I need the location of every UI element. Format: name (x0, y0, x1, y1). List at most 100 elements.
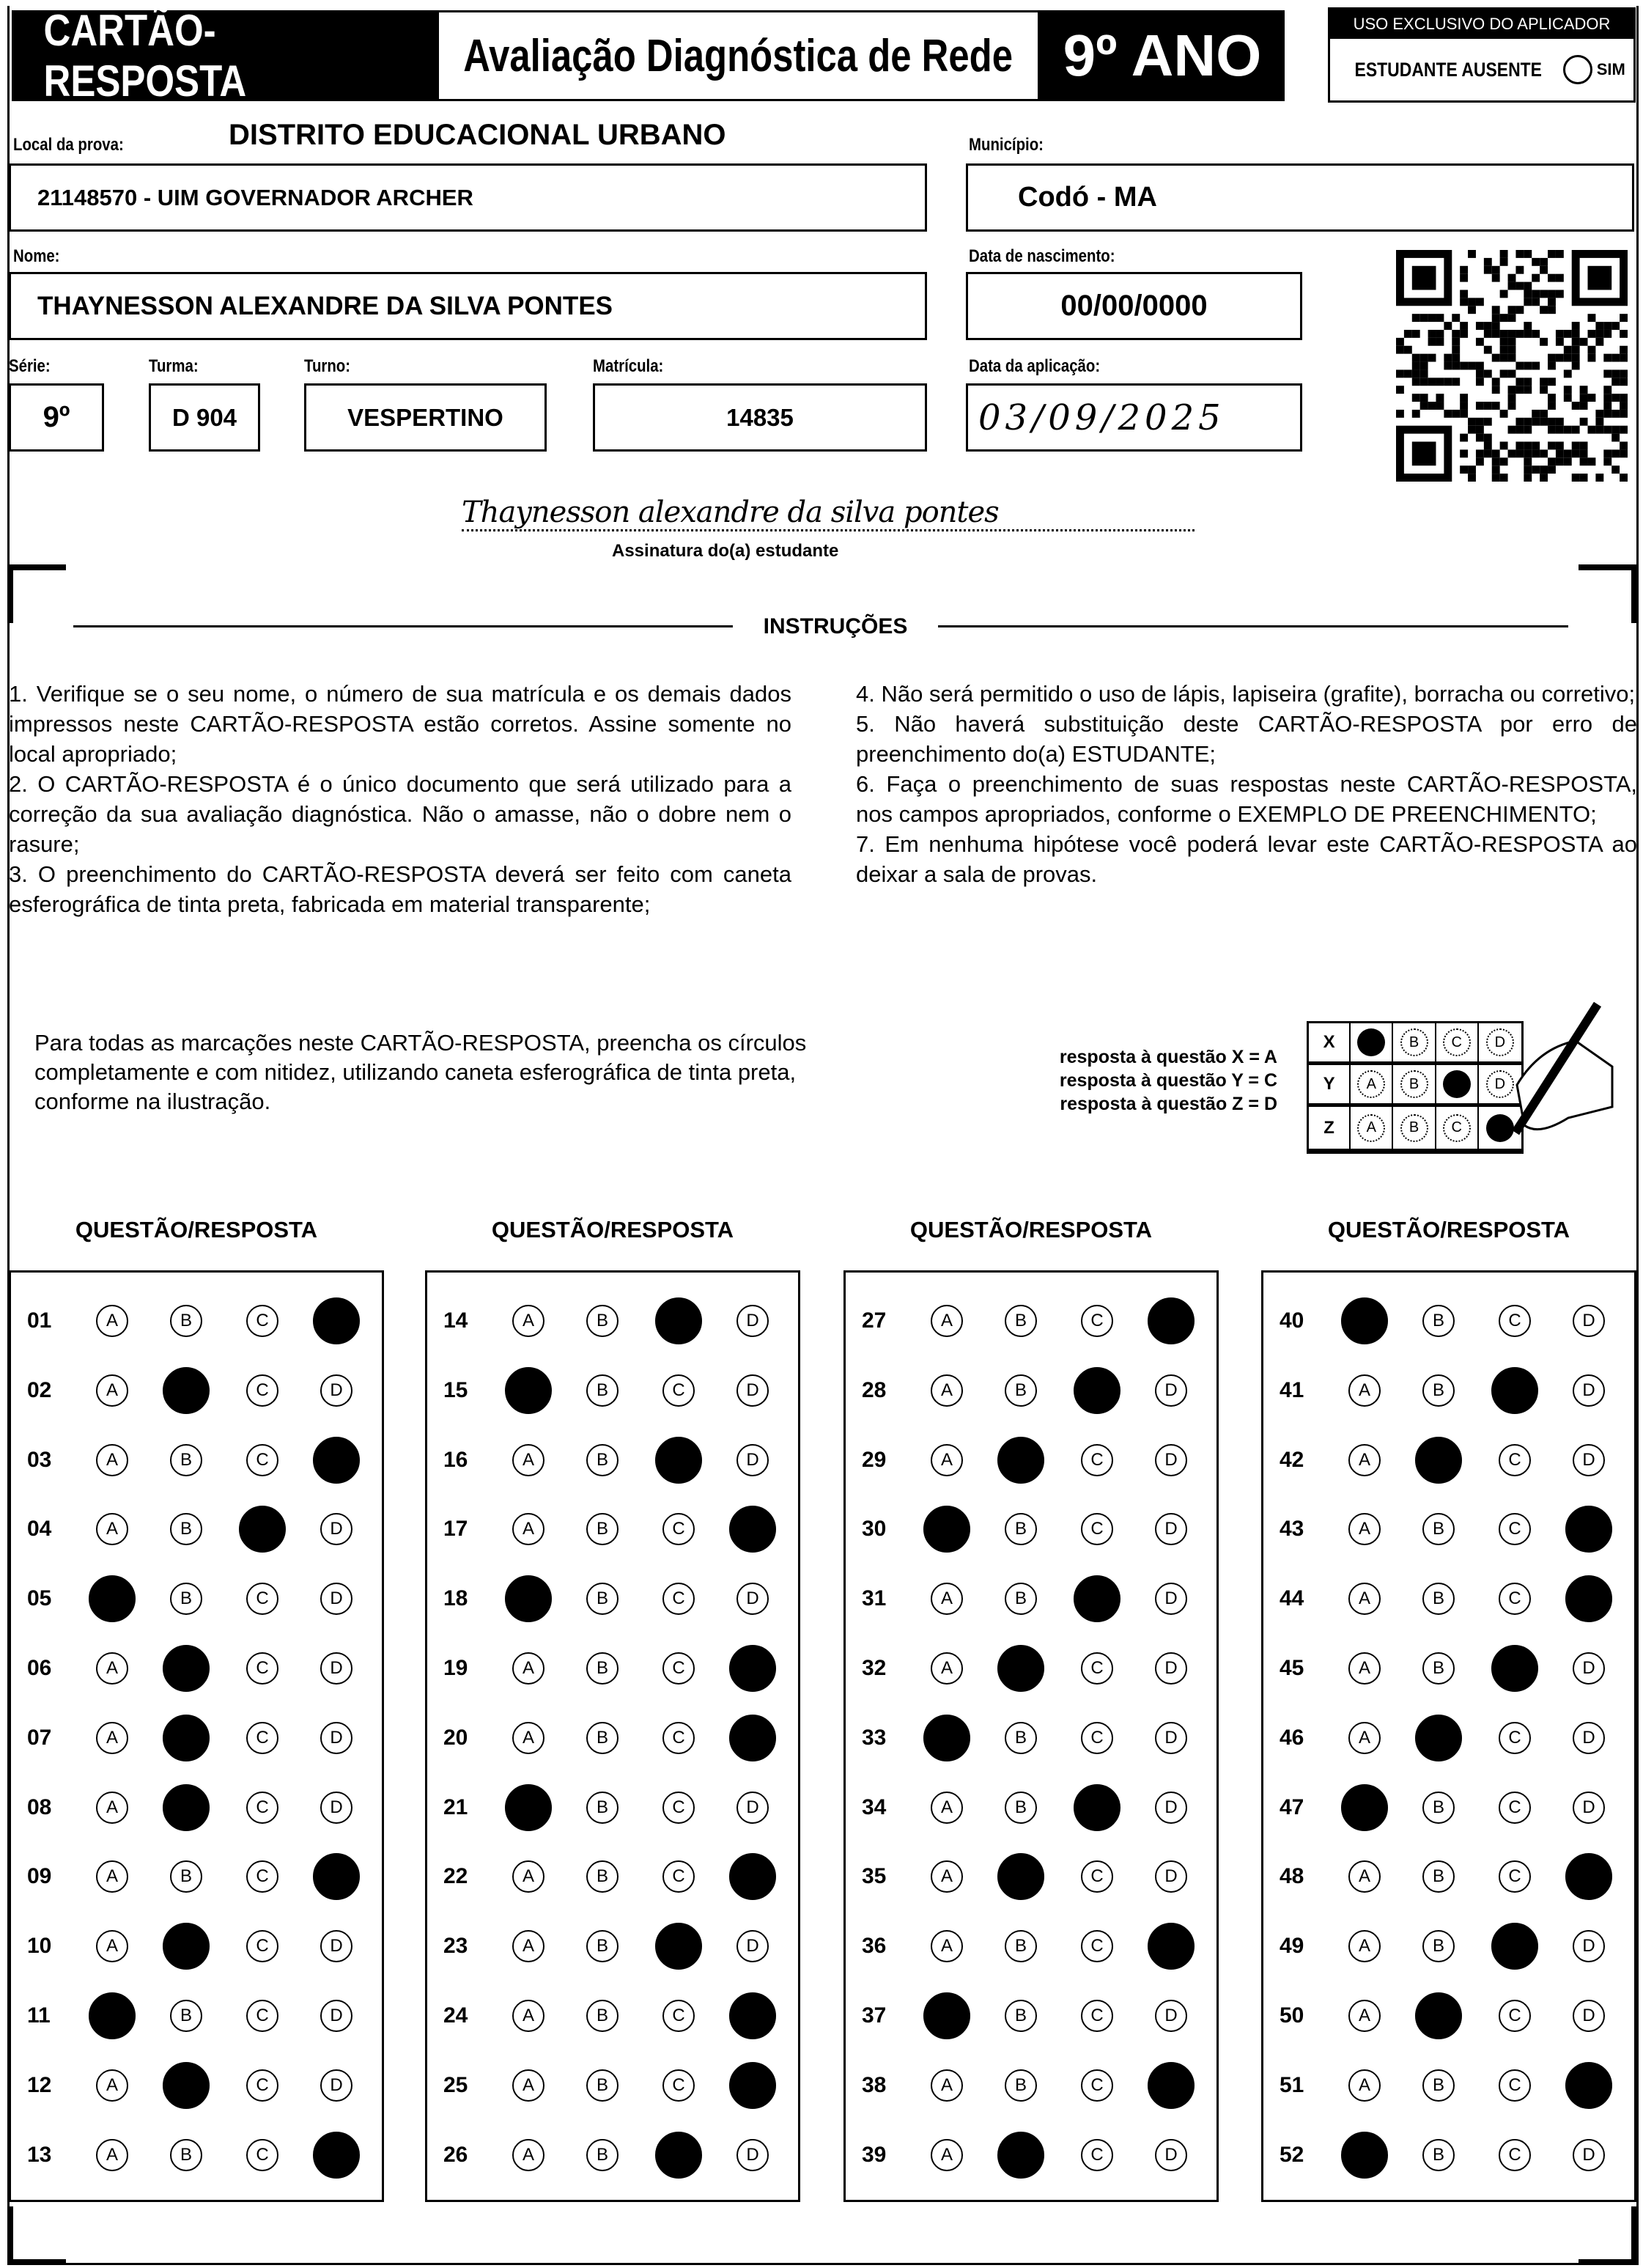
answer-bubble-d[interactable]: D (736, 1443, 769, 1476)
answer-bubble-filled[interactable]: D (729, 1714, 776, 1761)
answer-bubble-c[interactable]: C (1081, 1652, 1113, 1685)
answer-bubble-c[interactable]: C (662, 1721, 695, 1754)
answer-bubble-d[interactable]: D (1573, 1791, 1605, 1824)
answer-bubble-b[interactable]: B (586, 2138, 619, 2171)
answer-bubble-c[interactable]: C (1499, 1583, 1531, 1616)
answer-bubble-filled[interactable]: A (1341, 1297, 1388, 1344)
answer-bubble-c[interactable]: C (1081, 2069, 1113, 2102)
answer-bubble-d[interactable]: D (1155, 1791, 1187, 1824)
answer-bubble-a[interactable]: A (931, 1930, 963, 1963)
answer-bubble-b[interactable]: B (170, 1305, 202, 1337)
answer-bubble-d[interactable]: D (736, 1791, 769, 1824)
answer-bubble-b[interactable]: B (1422, 2069, 1455, 2102)
answer-bubble-b[interactable]: B (586, 1305, 619, 1337)
answer-bubble-c[interactable]: C (1499, 2069, 1531, 2102)
answer-bubble-b[interactable]: B (586, 1930, 619, 1963)
answer-bubble-d[interactable]: D (320, 1791, 352, 1824)
answer-bubble-c[interactable]: C (1081, 1721, 1113, 1754)
answer-bubble-d[interactable]: D (736, 2138, 769, 2171)
answer-bubble-b[interactable]: B (1422, 1930, 1455, 1963)
answer-bubble-b[interactable]: B (1005, 1721, 1037, 1754)
answer-bubble-filled[interactable]: A (923, 1714, 970, 1761)
answer-bubble-b[interactable]: B (1422, 1374, 1455, 1407)
answer-bubble-b[interactable]: B (586, 2000, 619, 2032)
answer-bubble-d[interactable]: D (736, 1930, 769, 1963)
absent-checkbox[interactable] (1562, 55, 1592, 84)
answer-bubble-c[interactable]: C (662, 1583, 695, 1616)
answer-bubble-b[interactable]: B (1005, 1791, 1037, 1824)
answer-bubble-filled[interactable]: B (997, 2131, 1044, 2179)
answer-bubble-c[interactable]: C (1499, 1860, 1531, 1893)
answer-bubble-a[interactable]: A (931, 1583, 963, 1616)
answer-bubble-d[interactable]: D (1573, 1721, 1605, 1754)
answer-bubble-a[interactable]: A (1348, 1930, 1381, 1963)
answer-bubble-b[interactable]: B (1005, 1305, 1037, 1337)
answer-bubble-a[interactable]: A (96, 2138, 128, 2171)
answer-bubble-a[interactable]: A (1348, 2069, 1381, 2102)
answer-bubble-filled[interactable]: D (729, 2061, 776, 2109)
answer-bubble-c[interactable]: C (246, 2138, 278, 2171)
answer-bubble-a[interactable]: A (96, 1860, 128, 1893)
answer-bubble-filled[interactable]: B (163, 1645, 210, 1692)
answer-bubble-a[interactable]: A (96, 1513, 128, 1546)
answer-bubble-b[interactable]: B (1422, 1860, 1455, 1893)
answer-bubble-filled[interactable]: C (1074, 1575, 1120, 1623)
answer-bubble-d[interactable]: D (320, 1374, 352, 1407)
answer-bubble-d[interactable]: D (320, 1930, 352, 1963)
answer-bubble-b[interactable]: B (170, 1443, 202, 1476)
answer-bubble-c[interactable]: C (1081, 1305, 1113, 1337)
answer-bubble-d[interactable]: D (320, 1513, 352, 1546)
answer-bubble-b[interactable]: B (586, 1583, 619, 1616)
answer-bubble-filled[interactable]: A (923, 1992, 970, 2039)
answer-bubble-d[interactable]: D (1155, 1513, 1187, 1546)
answer-bubble-d[interactable]: D (320, 2069, 352, 2102)
answer-bubble-d[interactable]: D (1155, 1652, 1187, 1685)
answer-bubble-a[interactable]: A (96, 1305, 128, 1337)
answer-bubble-filled[interactable]: C (1491, 1366, 1538, 1414)
answer-bubble-b[interactable]: B (170, 2138, 202, 2171)
answer-bubble-filled[interactable]: C (1491, 1923, 1538, 1970)
answer-bubble-c[interactable]: C (1499, 2000, 1531, 2032)
answer-bubble-a[interactable]: A (96, 2069, 128, 2102)
answer-bubble-c[interactable]: C (246, 1721, 278, 1754)
answer-bubble-a[interactable]: A (931, 1860, 963, 1893)
answer-bubble-b[interactable]: B (170, 2000, 202, 2032)
answer-bubble-filled[interactable]: D (313, 1436, 360, 1484)
answer-bubble-c[interactable]: C (1499, 2138, 1531, 2171)
answer-bubble-b[interactable]: B (170, 1513, 202, 1546)
answer-bubble-d[interactable]: D (1573, 2000, 1605, 2032)
answer-bubble-d[interactable]: D (736, 1305, 769, 1337)
answer-bubble-c[interactable]: C (246, 1791, 278, 1824)
answer-bubble-a[interactable]: A (96, 1930, 128, 1963)
answer-bubble-b[interactable]: B (586, 1721, 619, 1754)
answer-bubble-d[interactable]: D (1573, 1374, 1605, 1407)
answer-bubble-d[interactable]: D (1573, 1930, 1605, 1963)
answer-bubble-a[interactable]: A (931, 1305, 963, 1337)
answer-bubble-b[interactable]: B (1422, 1791, 1455, 1824)
answer-bubble-b[interactable]: B (1422, 1583, 1455, 1616)
answer-bubble-a[interactable]: A (1348, 1374, 1381, 1407)
answer-bubble-filled[interactable]: D (729, 1853, 776, 1901)
answer-bubble-a[interactable]: A (512, 1860, 544, 1893)
answer-bubble-filled[interactable]: A (1341, 1783, 1388, 1831)
answer-bubble-filled[interactable]: D (729, 1506, 776, 1553)
answer-bubble-filled[interactable]: C (655, 1436, 702, 1484)
answer-bubble-filled[interactable]: D (313, 1853, 360, 1901)
answer-bubble-filled[interactable]: B (163, 1783, 210, 1831)
answer-bubble-a[interactable]: A (1348, 1652, 1381, 1685)
answer-bubble-a[interactable]: A (931, 2138, 963, 2171)
answer-bubble-d[interactable]: D (1155, 1860, 1187, 1893)
answer-bubble-b[interactable]: B (1422, 1305, 1455, 1337)
answer-bubble-filled[interactable]: B (997, 1853, 1044, 1901)
answer-bubble-filled[interactable]: C (655, 1923, 702, 1970)
answer-bubble-a[interactable]: A (1348, 1721, 1381, 1754)
answer-bubble-c[interactable]: C (662, 1374, 695, 1407)
answer-bubble-c[interactable]: C (1499, 1721, 1531, 1754)
answer-bubble-b[interactable]: B (1005, 1583, 1037, 1616)
answer-bubble-c[interactable]: C (246, 1374, 278, 1407)
answer-bubble-b[interactable]: B (586, 1860, 619, 1893)
answer-bubble-filled[interactable]: B (997, 1645, 1044, 1692)
answer-bubble-c[interactable]: C (246, 1583, 278, 1616)
answer-bubble-a[interactable]: A (96, 1374, 128, 1407)
answer-bubble-filled[interactable]: B (1415, 1436, 1462, 1484)
